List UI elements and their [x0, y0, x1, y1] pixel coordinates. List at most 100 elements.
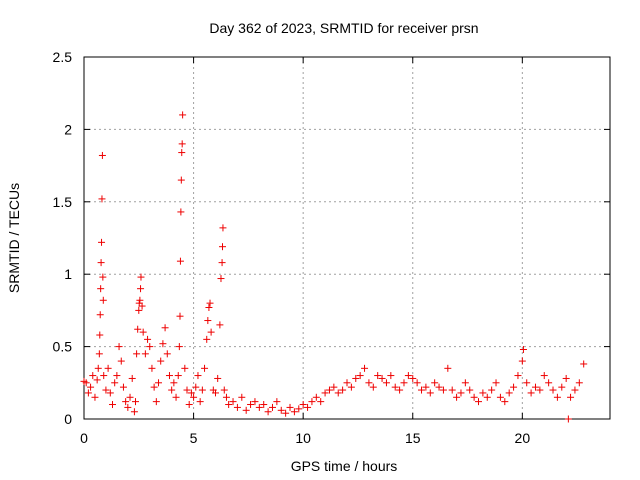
data-point — [580, 360, 588, 368]
data-point — [201, 364, 209, 372]
data-point — [161, 324, 169, 332]
data-point — [369, 383, 377, 391]
data-point — [339, 386, 347, 394]
data-point — [365, 379, 373, 387]
data-point — [96, 311, 104, 319]
data-point — [139, 328, 147, 336]
data-point — [205, 304, 213, 312]
data-point — [466, 386, 474, 394]
data-point — [100, 372, 108, 380]
data-point — [418, 386, 426, 394]
data-point — [545, 379, 553, 387]
plot-frame — [83, 56, 611, 420]
y-tick-label: 1.5 — [53, 194, 73, 210]
data-point — [457, 389, 465, 397]
data-point — [187, 389, 195, 397]
data-point — [431, 379, 439, 387]
data-point — [87, 383, 95, 391]
data-point — [549, 386, 557, 394]
data-point — [115, 343, 123, 351]
data-point — [479, 389, 487, 397]
data-point — [108, 401, 116, 409]
data-point — [514, 372, 522, 380]
data-point — [334, 389, 342, 397]
data-point — [304, 403, 312, 411]
data-point — [225, 401, 233, 409]
data-point — [247, 401, 255, 409]
data-point — [157, 357, 165, 365]
data-point — [82, 379, 90, 387]
data-point — [111, 379, 119, 387]
data-point — [347, 383, 355, 391]
data-point — [144, 335, 152, 343]
data-point — [137, 285, 145, 293]
data-point — [422, 383, 430, 391]
data-point — [207, 328, 215, 336]
data-point — [176, 312, 184, 320]
data-point — [571, 386, 579, 394]
y-tick-label: 2.5 — [53, 49, 73, 65]
data-point — [117, 357, 125, 365]
data-point — [233, 403, 241, 411]
data-point — [192, 383, 200, 391]
y-tick-label: 2 — [64, 121, 72, 137]
data-point — [238, 393, 246, 401]
data-point — [155, 379, 163, 387]
data-point — [564, 415, 572, 423]
data-point — [264, 408, 272, 416]
chart-title: Day 362 of 2023, SRMTID for receiver prs… — [209, 20, 478, 36]
data-point — [126, 393, 134, 401]
data-point — [540, 372, 548, 380]
data-point — [135, 306, 143, 314]
data-point — [203, 335, 211, 343]
data-point — [148, 364, 156, 372]
data-point — [128, 374, 136, 382]
data-point — [163, 350, 171, 358]
data-point — [91, 393, 99, 401]
data-point — [444, 364, 452, 372]
data-point — [501, 398, 509, 406]
data-point — [122, 398, 130, 406]
data-point — [251, 398, 259, 406]
x-tick-label: 10 — [295, 430, 311, 446]
data-point — [124, 403, 132, 411]
data-point — [212, 389, 219, 397]
x-tick-label: 15 — [405, 430, 421, 446]
data-point — [387, 372, 395, 380]
data-point — [177, 176, 185, 184]
data-point — [536, 386, 544, 394]
data-point — [89, 372, 97, 380]
data-point — [273, 398, 281, 406]
data-point — [159, 340, 167, 348]
data-point — [374, 372, 382, 380]
data-point — [168, 386, 176, 394]
data-point — [282, 409, 290, 417]
data-point — [492, 379, 500, 387]
data-point — [178, 140, 186, 148]
data-point — [170, 379, 178, 387]
data-point — [102, 386, 110, 394]
data-point — [413, 379, 421, 387]
x-tick-label: 0 — [80, 430, 88, 446]
data-point — [518, 357, 526, 365]
data-point — [177, 208, 185, 216]
data-point — [183, 386, 191, 394]
data-point — [134, 325, 142, 333]
data-point — [426, 389, 434, 397]
x-tick-label: 5 — [190, 430, 198, 446]
data-point — [567, 393, 575, 401]
data-point — [133, 350, 141, 358]
data-point — [439, 386, 447, 394]
data-point — [99, 296, 107, 304]
data-point — [553, 393, 561, 401]
data-point — [97, 259, 105, 267]
data-point — [312, 393, 320, 401]
data-point — [229, 398, 237, 406]
data-point — [96, 331, 104, 339]
data-point — [488, 386, 496, 394]
data-point — [286, 403, 294, 411]
data-point — [575, 379, 583, 387]
y-tick-label: 0 — [64, 411, 72, 427]
data-point — [194, 372, 202, 380]
data-point — [356, 372, 364, 380]
